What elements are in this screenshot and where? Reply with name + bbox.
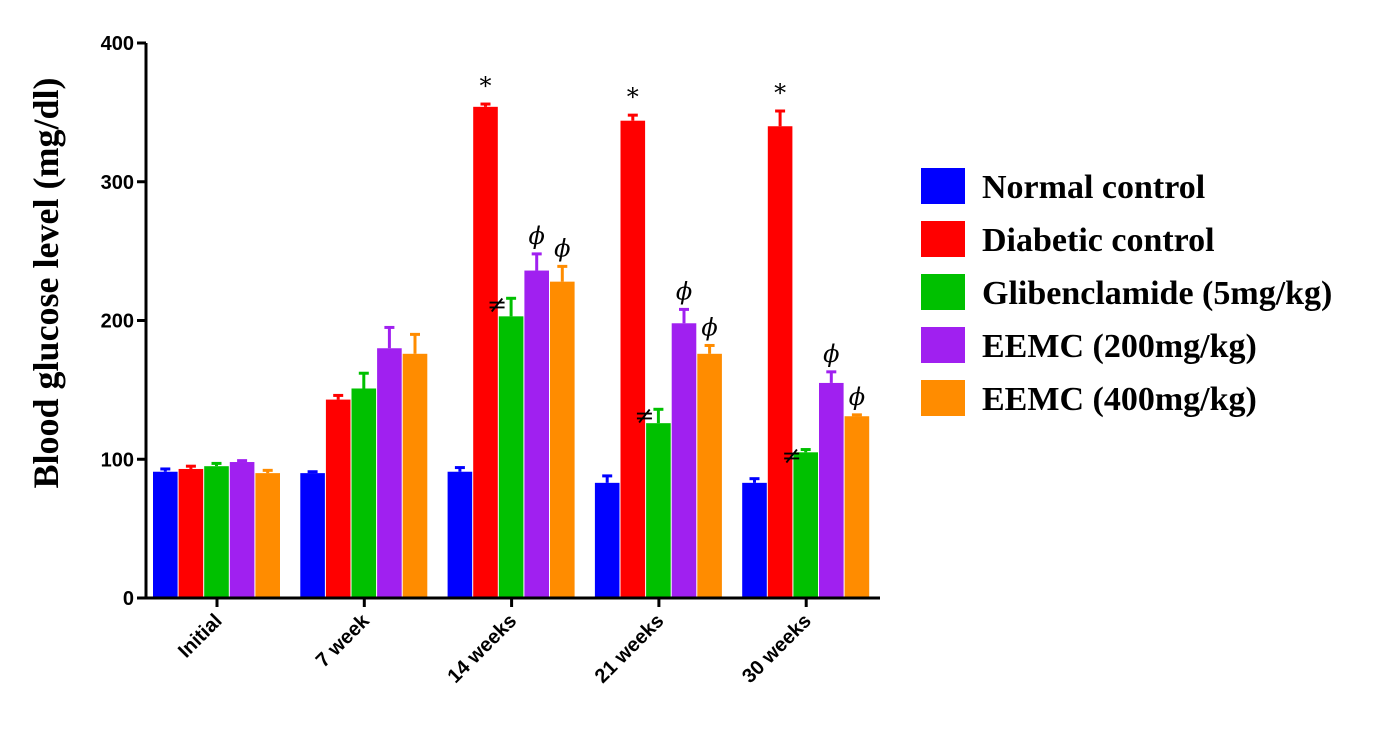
- bar-diabetic-control-21-weeks: [620, 120, 646, 598]
- legend: Normal control Diabetic control Glibenclam…: [921, 168, 1332, 418]
- bar-normal-control-initial: [153, 471, 178, 598]
- bar-normal-control-14-weeks: [447, 471, 473, 598]
- significance-marker: ϕ: [701, 313, 717, 341]
- legend-swatch-eemc-200mg-kg: [921, 327, 965, 363]
- legend-swatch-glibenclamide-5mg-kg: [921, 274, 965, 310]
- x-tick-label: 7 week: [312, 609, 375, 672]
- legend-swatch-diabetic-control: [921, 221, 965, 257]
- significance-marker: *: [480, 72, 492, 100]
- y-ticks: 0 100 200 300 400: [101, 33, 146, 610]
- legend-label: Glibenclamide (5mg/kg): [982, 275, 1332, 312]
- bar-glibenclamide-5mg-kg-30-weeks: [793, 452, 818, 598]
- x-tick-label: 21 weeks: [591, 610, 669, 688]
- bar-eemc-200mg-kg-21-weeks: [671, 323, 697, 598]
- significance-marker: ϕ: [676, 277, 692, 305]
- x-tick-label: 30 weeks: [738, 610, 816, 688]
- x-ticks: Initial 7 week 14 weeks 21 weeks 30 weeks: [174, 598, 816, 688]
- bar-glibenclamide-5mg-kg-14-weeks: [498, 316, 524, 598]
- bar-eemc-200mg-kg-initial: [229, 462, 255, 598]
- significance-marker: *: [627, 83, 639, 111]
- legend-swatch-eemc-400mg-kg: [921, 380, 965, 416]
- significance-marker: ϕ: [823, 340, 839, 368]
- significance-marker: ϕ: [554, 234, 570, 262]
- y-tick-label: 100: [101, 449, 134, 471]
- bar-eemc-400mg-kg-initial: [255, 473, 280, 598]
- legend-swatch-normal-control: [921, 168, 965, 204]
- bar-normal-control-21-weeks: [594, 482, 620, 598]
- significance-marker: *: [774, 79, 786, 107]
- bar-normal-control-7-week: [300, 473, 325, 598]
- x-tick-label: Initial: [174, 610, 226, 662]
- bar-glibenclamide-5mg-kg-7-week: [351, 388, 377, 598]
- legend-label: Diabetic control: [982, 222, 1215, 259]
- bar-diabetic-control-14-weeks: [473, 106, 498, 598]
- bar-diabetic-control-7-week: [325, 399, 351, 598]
- legend-label: Normal control: [982, 169, 1205, 206]
- x-tick-label: 14 weeks: [443, 610, 521, 688]
- significance-marker: ≠: [634, 401, 654, 429]
- y-tick-label: 300: [101, 172, 134, 194]
- bar-glibenclamide-5mg-kg-initial: [204, 466, 229, 598]
- legend-label: EEMC (200mg/kg): [982, 328, 1257, 365]
- y-tick-label: 400: [101, 33, 134, 55]
- bars-layer: [153, 102, 870, 598]
- bar-normal-control-30-weeks: [742, 482, 767, 598]
- y-tick-label: 0: [123, 588, 134, 610]
- bar-eemc-200mg-kg-14-weeks: [524, 270, 549, 598]
- bar-eemc-400mg-kg-14-weeks: [550, 281, 575, 598]
- bar-eemc-200mg-kg-30-weeks: [819, 382, 844, 598]
- bar-diabetic-control-30-weeks: [767, 126, 793, 598]
- y-tick-label: 200: [101, 311, 134, 333]
- bar-eemc-200mg-kg-7-week: [377, 348, 402, 598]
- y-axis-label: Blood glucose level (mg/dl): [26, 78, 66, 489]
- bar-eemc-400mg-kg-30-weeks: [844, 416, 870, 598]
- bar-glibenclamide-5mg-kg-21-weeks: [646, 423, 671, 598]
- legend-label: EEMC (400mg/kg): [982, 381, 1257, 418]
- bar-eemc-400mg-kg-21-weeks: [697, 353, 722, 598]
- significance-marker: ≠: [487, 290, 507, 318]
- bar-eemc-400mg-kg-7-week: [402, 353, 428, 598]
- significance-marker: ϕ: [849, 383, 865, 411]
- significance-marker: ≠: [782, 442, 802, 470]
- bar-diabetic-control-initial: [178, 468, 204, 598]
- significance-marker: ϕ: [529, 222, 545, 250]
